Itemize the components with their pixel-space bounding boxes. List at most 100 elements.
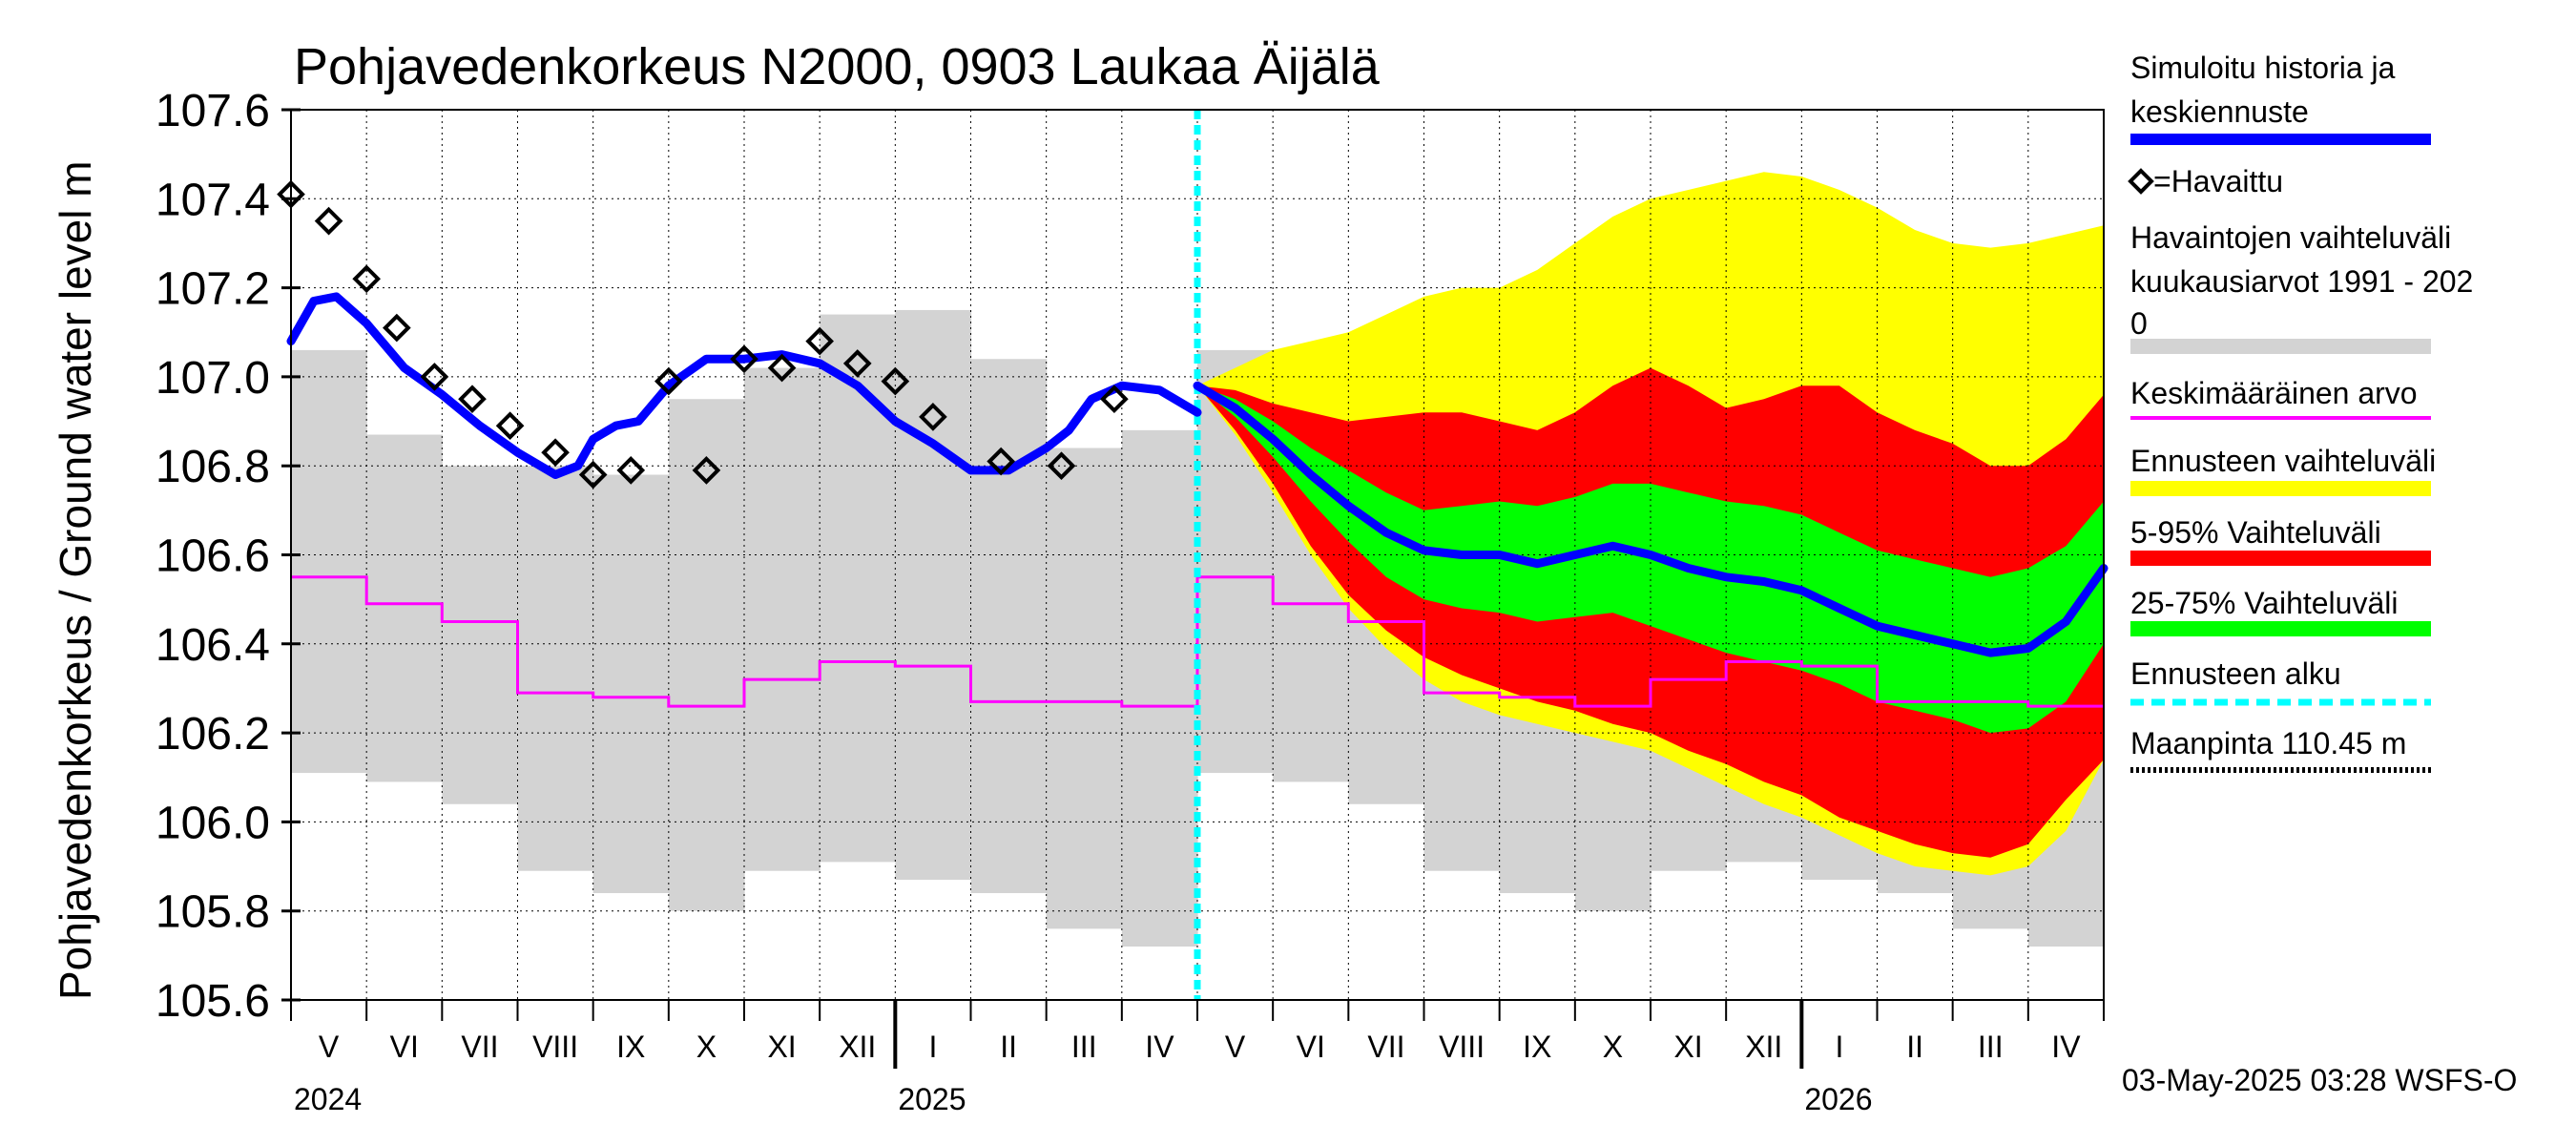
month-label: III bbox=[1071, 1030, 1097, 1064]
month-label: VIII bbox=[1439, 1030, 1485, 1064]
year-label: 2026 bbox=[1804, 1082, 1872, 1116]
month-label: V bbox=[1225, 1030, 1246, 1064]
timestamp-footer: 03-May-2025 03:28 WSFS-O bbox=[2122, 1063, 2517, 1097]
y-tick-label: 106.4 bbox=[156, 620, 270, 671]
history-range-month-5 bbox=[592, 474, 670, 894]
legend-label: Simuloitu historia ja bbox=[2130, 51, 2396, 85]
month-label: II bbox=[1906, 1030, 1923, 1064]
observed-point bbox=[654, 366, 683, 396]
month-label: VII bbox=[461, 1030, 498, 1064]
history-range-month-6 bbox=[668, 399, 745, 911]
y-tick-label: 105.8 bbox=[156, 887, 270, 938]
legend-label: 25-75% Vaihteluväli bbox=[2130, 586, 2398, 620]
month-label: VI bbox=[1297, 1030, 1325, 1064]
legend-item-7: 25-75% Vaihteluväli bbox=[2130, 586, 2431, 636]
month-label: IV bbox=[1145, 1030, 1174, 1064]
observed-point bbox=[919, 403, 947, 431]
history-range-month-9 bbox=[895, 309, 972, 881]
history-range-month-4 bbox=[517, 466, 594, 871]
y-tick-label: 106.2 bbox=[156, 709, 270, 760]
legend-swatch bbox=[2130, 481, 2431, 496]
legend-label: Ennusteen vaihteluväli bbox=[2130, 444, 2436, 478]
month-label: X bbox=[696, 1030, 717, 1064]
legend-label: =Havaittu bbox=[2153, 164, 2283, 198]
y-tick-label: 106.6 bbox=[156, 531, 270, 582]
month-label: VII bbox=[1367, 1030, 1404, 1064]
month-label: II bbox=[1000, 1030, 1017, 1064]
history-range-month-7 bbox=[744, 367, 821, 871]
legend-label-line3: 0 bbox=[2130, 306, 2148, 341]
legend-item-5: Ennusteen vaihteluväli bbox=[2130, 444, 2436, 496]
observed-point bbox=[767, 353, 797, 383]
legend-item-8: Ennusteen alku bbox=[2130, 656, 2431, 706]
series-layer bbox=[277, 110, 2109, 1000]
legend-marker bbox=[2128, 168, 2154, 195]
history-range-month-3 bbox=[442, 466, 519, 804]
history-range-month-10 bbox=[970, 359, 1048, 894]
month-label: IV bbox=[2051, 1030, 2081, 1064]
y-tick-label: 107.2 bbox=[156, 264, 270, 315]
month-label: IX bbox=[616, 1030, 645, 1064]
month-label: V bbox=[319, 1030, 340, 1064]
month-label: XII bbox=[839, 1030, 876, 1064]
observed-point bbox=[383, 313, 411, 343]
y-tick-label: 106.0 bbox=[156, 798, 270, 848]
observed-point bbox=[495, 411, 525, 441]
observed-point bbox=[314, 206, 343, 236]
observed-point bbox=[842, 349, 872, 378]
observed-point bbox=[805, 326, 834, 356]
history-range-month-2 bbox=[366, 434, 443, 782]
legend-label: Ennusteen alku bbox=[2130, 656, 2341, 691]
month-label: I bbox=[1835, 1030, 1843, 1064]
month-label: XI bbox=[1673, 1030, 1702, 1064]
y-axis-label: Pohjavedenkorkeus / Ground water level m bbox=[51, 160, 100, 1000]
y-tick-label: 107.0 bbox=[156, 353, 270, 404]
legend-label-line2: kuukausiarvot 1991 - 202 bbox=[2130, 264, 2473, 299]
history-range-month-12 bbox=[1121, 429, 1198, 947]
mean-value-line bbox=[291, 575, 2104, 708]
axes-layer: 105.6 105.8 106.0 106.2 106.4 106.6 106.8 107.0… bbox=[156, 86, 2105, 1116]
observed-point bbox=[352, 264, 381, 294]
legend: Simuloitu historia ja keskiennuste =Havait… bbox=[2128, 51, 2473, 773]
y-tick-label: 105.6 bbox=[156, 976, 270, 1027]
month-label: VIII bbox=[532, 1030, 578, 1064]
chart-title: Pohjavedenkorkeus N2000, 0903 Laukaa Äij… bbox=[294, 38, 1381, 95]
legend-swatch bbox=[2130, 621, 2431, 636]
observed-point bbox=[578, 460, 608, 489]
y-tick-label: 107.4 bbox=[156, 175, 270, 225]
legend-label: Maanpinta 110.45 m bbox=[2130, 726, 2406, 760]
legend-item-6: 5-95% Vaihteluväli bbox=[2130, 515, 2431, 566]
observed-point bbox=[616, 456, 646, 485]
month-label: III bbox=[1978, 1030, 2004, 1064]
legend-swatch bbox=[2130, 339, 2431, 354]
legend-label: 5-95% Vaihteluväli bbox=[2130, 515, 2381, 550]
month-label: XI bbox=[767, 1030, 796, 1064]
observed-point bbox=[1100, 385, 1129, 414]
history-range-month-8 bbox=[820, 314, 896, 863]
y-tick-label: 107.6 bbox=[156, 86, 270, 136]
legend-item-1: Simuloitu historia ja keskiennuste bbox=[2130, 51, 2431, 145]
month-label: VI bbox=[390, 1030, 419, 1064]
history-range-month-1 bbox=[291, 349, 367, 774]
legend-swatch bbox=[2130, 551, 2431, 566]
month-label: IX bbox=[1523, 1030, 1551, 1064]
legend-item-9: Maanpinta 110.45 m bbox=[2130, 726, 2431, 773]
observed-point bbox=[730, 344, 758, 374]
legend-item-3: Havaintojen vaihteluväli kuukausiarvot 1… bbox=[2130, 220, 2473, 354]
legend-label-line2: keskiennuste bbox=[2130, 94, 2309, 129]
legend-label: Keskimääräinen arvo bbox=[2130, 376, 2418, 410]
month-label: XII bbox=[1745, 1030, 1782, 1064]
forecast-median-line bbox=[1193, 381, 2109, 657]
observed-point bbox=[881, 366, 910, 396]
observed-point bbox=[1047, 451, 1076, 481]
history-range-month-11 bbox=[1046, 448, 1123, 929]
observed-point bbox=[420, 363, 449, 391]
observed-point bbox=[541, 438, 570, 468]
legend-label: Havaintojen vaihteluväli bbox=[2130, 220, 2451, 255]
year-label: 2025 bbox=[898, 1082, 966, 1116]
year-label: 2024 bbox=[294, 1082, 362, 1116]
month-label: X bbox=[1603, 1030, 1623, 1064]
legend-item-4: Keskimääräinen arvo bbox=[2130, 376, 2431, 420]
